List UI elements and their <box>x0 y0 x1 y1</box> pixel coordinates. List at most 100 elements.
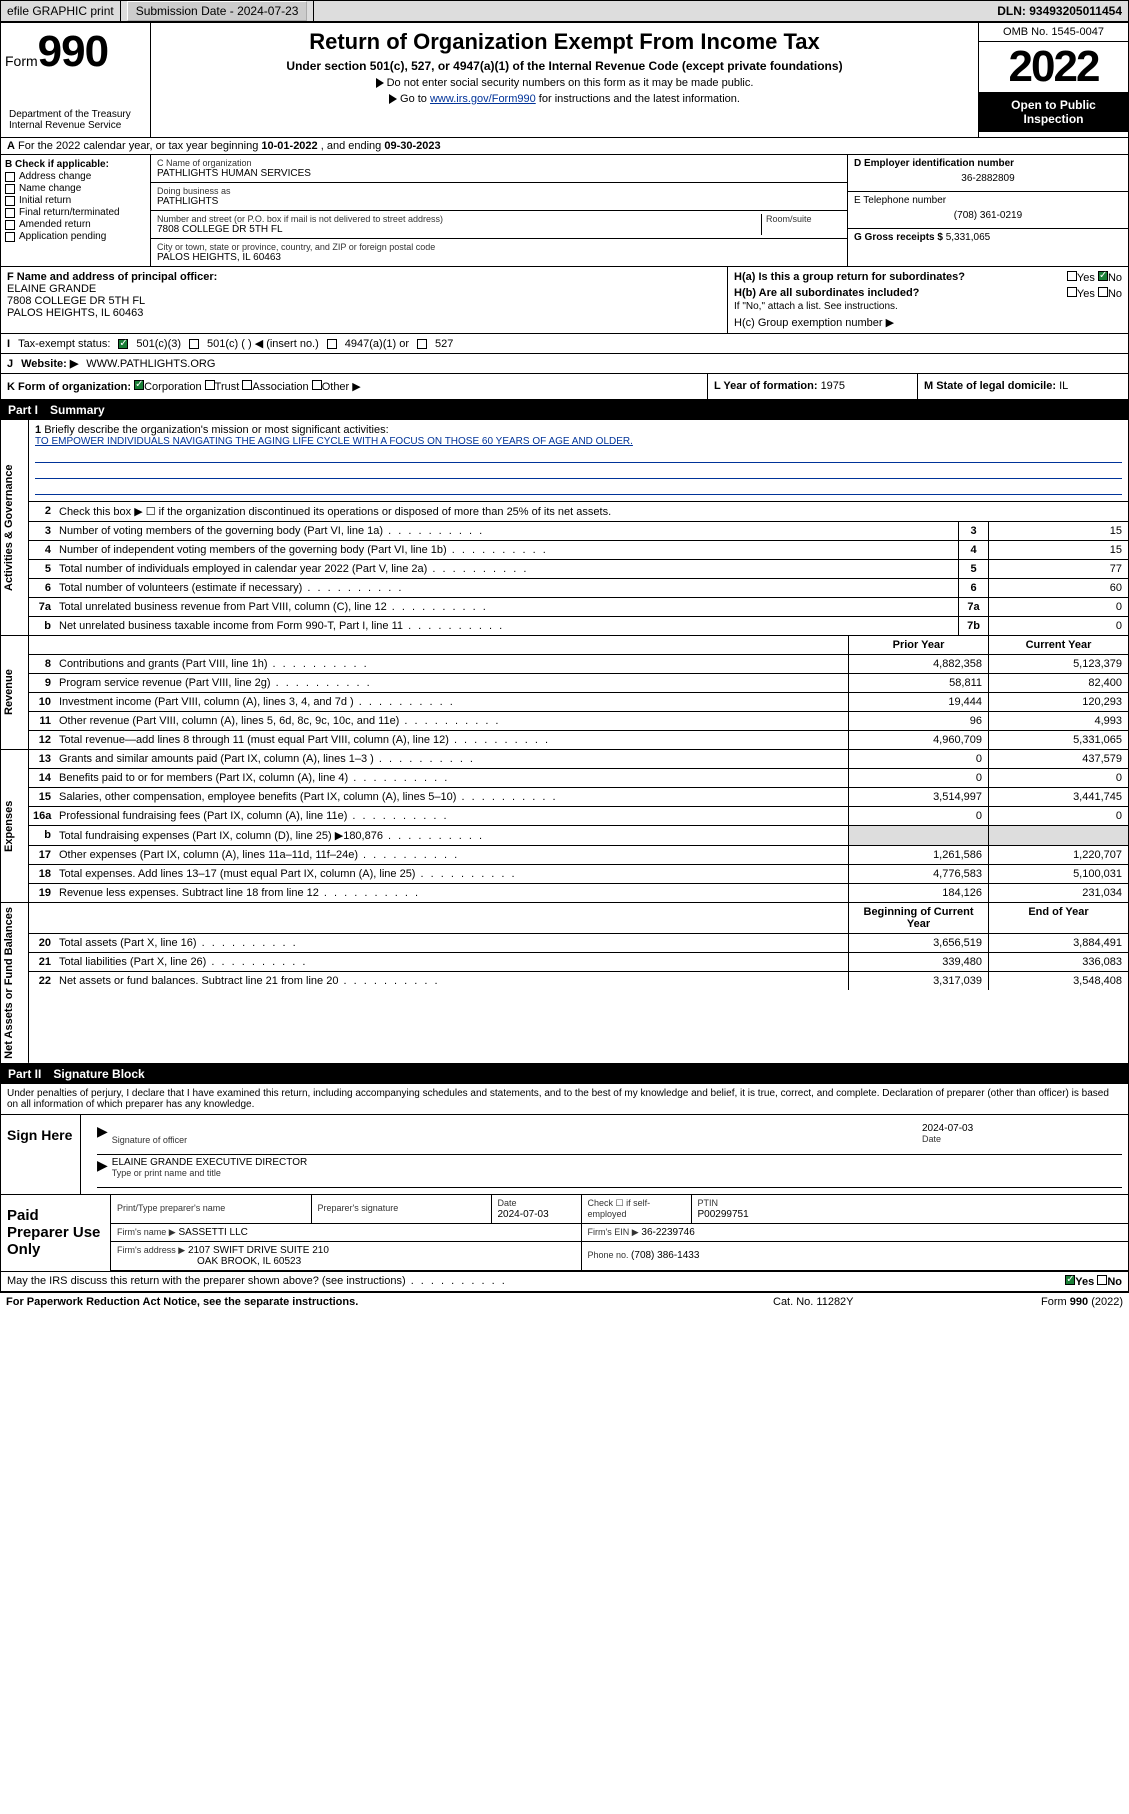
officer-name: ELAINE GRANDE <box>7 283 721 295</box>
table-row: bNet unrelated business taxable income f… <box>29 617 1128 635</box>
table-row: 6Total number of volunteers (estimate if… <box>29 579 1128 598</box>
form-subtitle: Under section 501(c), 527, or 4947(a)(1)… <box>157 59 972 73</box>
table-row: 9Program service revenue (Part VIII, lin… <box>29 674 1128 693</box>
firm-phone: (708) 386-1433 <box>631 1250 699 1261</box>
table-row: 19Revenue less expenses. Subtract line 1… <box>29 884 1128 902</box>
chk-name-change[interactable]: Name change <box>5 183 146 194</box>
part-ii-header: Part II Signature Block <box>0 1064 1129 1084</box>
room-label: Room/suite <box>766 214 841 224</box>
street-address: 7808 COLLEGE DR 5TH FL <box>157 224 761 235</box>
group-exemption: H(c) Group exemption number ▶ <box>734 316 1122 329</box>
summary-governance: Activities & Governance 1 Briefly descri… <box>0 420 1129 636</box>
chk-initial-return[interactable]: Initial return <box>5 195 146 206</box>
chk-527[interactable] <box>417 339 427 349</box>
firm-ein: 36-2239746 <box>641 1227 694 1238</box>
chk-corp[interactable] <box>134 380 144 390</box>
vlabel-revenue: Revenue <box>1 636 29 749</box>
table-row: 5Total number of individuals employed in… <box>29 560 1128 579</box>
ptin: P00299751 <box>698 1209 749 1220</box>
form-ref: Form 990 (2022) <box>973 1296 1123 1308</box>
entity-block: B Check if applicable: Address change Na… <box>0 155 1129 267</box>
table-row: 4Number of independent voting members of… <box>29 541 1128 560</box>
sig-date-val: 2024-07-03 <box>922 1123 973 1134</box>
table-row: 20Total assets (Part X, line 16)3,656,51… <box>29 934 1128 953</box>
paperwork-notice: For Paperwork Reduction Act Notice, see … <box>6 1296 773 1308</box>
firm-addr2: OAK BROOK, IL 60523 <box>197 1256 301 1267</box>
efile-topbar: efile GRAPHIC print Submission Date - 20… <box>0 0 1129 22</box>
table-row: 12Total revenue—add lines 8 through 11 (… <box>29 731 1128 749</box>
chk-app-pending[interactable]: Application pending <box>5 231 146 242</box>
sign-here-label: Sign Here <box>1 1115 81 1194</box>
table-row: 8Contributions and grants (Part VIII, li… <box>29 655 1128 674</box>
summary-expenses: Expenses 13Grants and similar amounts pa… <box>0 750 1129 903</box>
table-row: 18Total expenses. Add lines 13–17 (must … <box>29 865 1128 884</box>
group-return-q: H(a) Is this a group return for subordin… <box>734 271 1122 283</box>
part-i-header: Part I Summary <box>0 400 1129 420</box>
city-state-zip: PALOS HEIGHTS, IL 60463 <box>157 252 841 263</box>
form-header: Form990 Department of the TreasuryIntern… <box>0 22 1129 138</box>
open-inspection: Open to Public Inspection <box>979 92 1128 132</box>
ein: 36-2882809 <box>854 169 1122 188</box>
officer-label: F Name and address of principal officer: <box>7 271 721 283</box>
q2-disposed: Check this box ▶ ☐ if the organization d… <box>55 502 1128 521</box>
city-label: City or town, state or province, country… <box>157 242 841 252</box>
website: WWW.PATHLIGHTS.ORG <box>86 358 215 370</box>
table-row: 22Net assets or fund balances. Subtract … <box>29 972 1128 990</box>
hdr-curr: Current Year <box>988 636 1128 654</box>
preparer-table: Print/Type preparer's name Preparer's si… <box>111 1195 1128 1271</box>
org-name-label: C Name of organization <box>157 158 841 168</box>
table-row: 17Other expenses (Part IX, column (A), l… <box>29 846 1128 865</box>
chk-501c[interactable] <box>189 339 199 349</box>
table-row: bTotal fundraising expenses (Part IX, co… <box>29 826 1128 846</box>
chk-amended[interactable]: Amended return <box>5 219 146 230</box>
officer-title-label: Type or print name and title <box>112 1168 221 1178</box>
table-row: 11Other revenue (Part VIII, column (A), … <box>29 712 1128 731</box>
check-if-applicable: B Check if applicable: <box>5 159 146 170</box>
chk-assoc[interactable] <box>242 380 252 390</box>
website-row: J Website: ▶ WWW.PATHLIGHTS.ORG <box>0 354 1129 374</box>
subordinates-q: H(b) Are all subordinates included? Yes … <box>734 287 1122 299</box>
signature-block: Under penalties of perjury, I declare th… <box>0 1084 1129 1292</box>
tax-year: 2022 <box>979 42 1128 92</box>
vlabel-expenses: Expenses <box>1 750 29 902</box>
submission-date-btn[interactable]: Submission Date - 2024-07-23 <box>127 1 308 21</box>
chk-trust[interactable] <box>205 380 215 390</box>
paid-preparer-label: Paid Preparer Use Only <box>1 1195 111 1271</box>
perjury-declaration: Under penalties of perjury, I declare th… <box>1 1084 1128 1115</box>
officer-addr1: 7808 COLLEGE DR 5TH FL <box>7 295 721 307</box>
gross-receipts: 5,331,065 <box>946 232 991 243</box>
discuss-yes[interactable] <box>1065 1275 1075 1285</box>
chk-501c3[interactable] <box>118 339 128 349</box>
summary-revenue: Revenue Prior YearCurrent Year 8Contribu… <box>0 636 1129 750</box>
irs-link[interactable]: www.irs.gov/Form990 <box>430 93 536 105</box>
omb-number: OMB No. 1545-0047 <box>979 23 1128 42</box>
hdr-prior: Prior Year <box>848 636 988 654</box>
form-number: Form990 <box>5 27 146 77</box>
table-row: 10Investment income (Part VIII, column (… <box>29 693 1128 712</box>
officer-printed: ELAINE GRANDE EXECUTIVE DIRECTOR <box>112 1157 307 1168</box>
page-footer: For Paperwork Reduction Act Notice, see … <box>0 1292 1129 1311</box>
tax-period: A For the 2022 calendar year, or tax yea… <box>0 138 1129 155</box>
sig-officer-label: Signature of officer <box>112 1135 187 1145</box>
addr-label: Number and street (or P.O. box if mail i… <box>157 214 761 224</box>
goto-note: Go to www.irs.gov/Form990 for instructio… <box>157 93 972 105</box>
table-row: 14Benefits paid to or for members (Part … <box>29 769 1128 788</box>
tax-exempt-status: I Tax-exempt status: 501(c)(3) 501(c) ( … <box>0 334 1129 354</box>
sig-date-label: Date <box>922 1134 941 1144</box>
table-row: 13Grants and similar amounts paid (Part … <box>29 750 1128 769</box>
chk-address-change[interactable]: Address change <box>5 171 146 182</box>
table-row: 21Total liabilities (Part X, line 26)339… <box>29 953 1128 972</box>
table-row: 7aTotal unrelated business revenue from … <box>29 598 1128 617</box>
officer-group-block: F Name and address of principal officer:… <box>0 267 1129 334</box>
hdr-begin: Beginning of Current Year <box>848 903 988 933</box>
hdr-end: End of Year <box>988 903 1128 933</box>
discuss-no[interactable] <box>1097 1275 1107 1285</box>
chk-other[interactable] <box>312 380 322 390</box>
firm-addr1: 2107 SWIFT DRIVE SUITE 210 <box>188 1245 329 1256</box>
form-title: Return of Organization Exempt From Incom… <box>157 29 972 55</box>
mission-q: Briefly describe the organization's miss… <box>44 424 388 436</box>
table-row: 16aProfessional fundraising fees (Part I… <box>29 807 1128 826</box>
chk-final-return[interactable]: Final return/terminated <box>5 207 146 218</box>
chk-4947[interactable] <box>327 339 337 349</box>
mission-text: TO EMPOWER INDIVIDUALS NAVIGATING THE AG… <box>35 436 1122 447</box>
